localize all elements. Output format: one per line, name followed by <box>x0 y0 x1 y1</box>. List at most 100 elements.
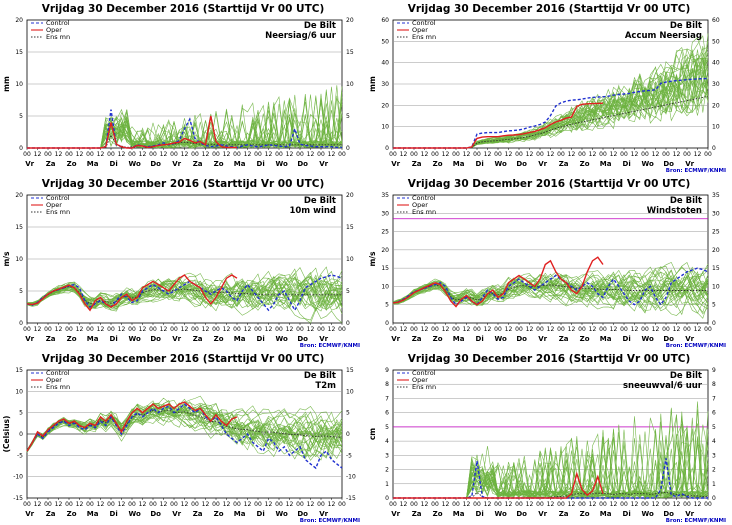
y-tick-right: 0 <box>346 431 350 438</box>
x-hour-label: 00 <box>254 151 262 158</box>
x-hour-label: 00 <box>338 326 346 333</box>
x-day-label: Zo <box>214 160 224 168</box>
source-label: Bron: ECMWF/KNMI <box>300 518 360 524</box>
x-day-label: Za <box>559 160 569 168</box>
x-day-label: Zo <box>214 335 224 343</box>
ens-mean-line <box>26 409 343 452</box>
x-hour-label: 00 <box>170 326 178 333</box>
x-hour-label: 12 <box>652 501 660 508</box>
y-tick-left: 20 <box>15 192 23 199</box>
x-day-label: Za <box>412 335 422 343</box>
x-day-label: Za <box>193 160 203 168</box>
legend-label: Ens mn <box>412 33 436 41</box>
x-hour-label: 12 <box>97 326 105 333</box>
ensemble-member-line <box>26 280 343 311</box>
y-tick-right: 15 <box>346 49 354 56</box>
x-hour-label: 12 <box>328 501 336 508</box>
x-hour-label: 12 <box>526 501 534 508</box>
chart-title: Vrijdag 30 December 2016 (Starttijd Vr 0… <box>408 3 691 15</box>
panel-t2m: Vrijdag 30 December 2016 (Starttijd Vr 0… <box>0 350 366 525</box>
x-hour-label: 12 <box>673 326 681 333</box>
x-hour-label: 00 <box>410 151 418 158</box>
x-hour-label: 12 <box>631 326 639 333</box>
x-day-label: Di <box>623 510 631 518</box>
source-label: Bron: ECMWF/KNMI <box>666 518 726 524</box>
x-hour-label: 00 <box>536 501 544 508</box>
y-tick-left: -15 <box>13 495 23 502</box>
y-axis-label: (Celsius) <box>2 416 11 453</box>
y-tick-left: 0 <box>385 320 389 327</box>
ensemble-member-line <box>392 269 709 304</box>
x-day-label: Vr <box>538 160 547 168</box>
x-day-label: Vr <box>25 160 34 168</box>
x-hour-label: 00 <box>452 501 460 508</box>
legend-label: Oper <box>412 26 428 34</box>
oper-line <box>27 115 237 149</box>
x-hour-label: 12 <box>547 326 555 333</box>
x-day-label: Di <box>257 160 265 168</box>
y-tick-right: -10 <box>346 474 356 481</box>
x-day-label: Za <box>46 335 56 343</box>
x-hour-label: 00 <box>86 151 94 158</box>
x-hour-label: 00 <box>662 151 670 158</box>
x-day-label: Za <box>193 510 203 518</box>
x-day-label: Zo <box>214 510 224 518</box>
y-tick-left: 5 <box>19 113 23 120</box>
chart-10m-wind: Vrijdag 30 December 2016 (Starttijd Vr 0… <box>2 178 360 349</box>
legend-label: Control <box>412 369 436 377</box>
x-hour-label: 00 <box>23 326 31 333</box>
y-tick-right: 0 <box>346 145 350 152</box>
x-hour-label: 12 <box>526 326 534 333</box>
source-label: Bron: ECMWF/KNMI <box>300 343 360 349</box>
chart-title: Vrijdag 30 December 2016 (Starttijd Vr 0… <box>408 178 691 190</box>
x-hour-label: 00 <box>620 326 628 333</box>
legend-label: Ens mn <box>412 383 436 391</box>
x-day-label: Wo <box>494 335 506 343</box>
chart-t2m: Vrijdag 30 December 2016 (Starttijd Vr 0… <box>2 353 360 524</box>
x-hour-label: 00 <box>410 326 418 333</box>
x-day-label: Vr <box>685 335 694 343</box>
x-day-label: Di <box>257 335 265 343</box>
panel-10m-wind: Vrijdag 30 December 2016 (Starttijd Vr 0… <box>0 175 366 350</box>
y-tick-left: -10 <box>13 474 23 481</box>
x-day-label: Zo <box>67 510 77 518</box>
legend-label: Oper <box>46 201 62 209</box>
x-hour-label: 00 <box>233 151 241 158</box>
x-hour-label: 00 <box>683 326 691 333</box>
x-day-label: Do <box>516 510 527 518</box>
y-tick-left: 0 <box>385 145 389 152</box>
x-hour-label: 12 <box>505 501 513 508</box>
x-hour-label: 12 <box>55 501 63 508</box>
x-day-label: Za <box>559 335 569 343</box>
y-axis-label: m/s <box>368 251 377 267</box>
x-day-label: Ma <box>87 335 99 343</box>
x-day-label: Do <box>150 335 161 343</box>
x-hour-label: 12 <box>610 326 618 333</box>
x-day-label: Zo <box>433 510 443 518</box>
y-tick-left: 10 <box>15 256 23 263</box>
x-hour-label: 12 <box>181 151 189 158</box>
x-hour-label: 00 <box>338 151 346 158</box>
ensemble-member-line <box>26 275 343 311</box>
y-tick-right: 10 <box>346 388 354 395</box>
x-hour-label: 00 <box>254 326 262 333</box>
x-hour-label: 00 <box>107 151 115 158</box>
x-hour-label: 00 <box>473 151 481 158</box>
x-hour-label: 00 <box>683 501 691 508</box>
x-day-label: Zo <box>433 160 443 168</box>
x-hour-label: 00 <box>578 151 586 158</box>
x-hour-label: 12 <box>307 326 315 333</box>
x-hour-label: 12 <box>202 151 210 158</box>
x-day-label: Do <box>150 510 161 518</box>
x-day-label: Di <box>476 335 484 343</box>
x-hour-label: 00 <box>86 501 94 508</box>
x-hour-label: 00 <box>641 501 649 508</box>
x-day-label: Zo <box>580 335 590 343</box>
x-hour-label: 00 <box>191 326 199 333</box>
ensemble-member-line <box>26 402 343 461</box>
x-hour-label: 00 <box>317 326 325 333</box>
x-hour-label: 00 <box>641 326 649 333</box>
